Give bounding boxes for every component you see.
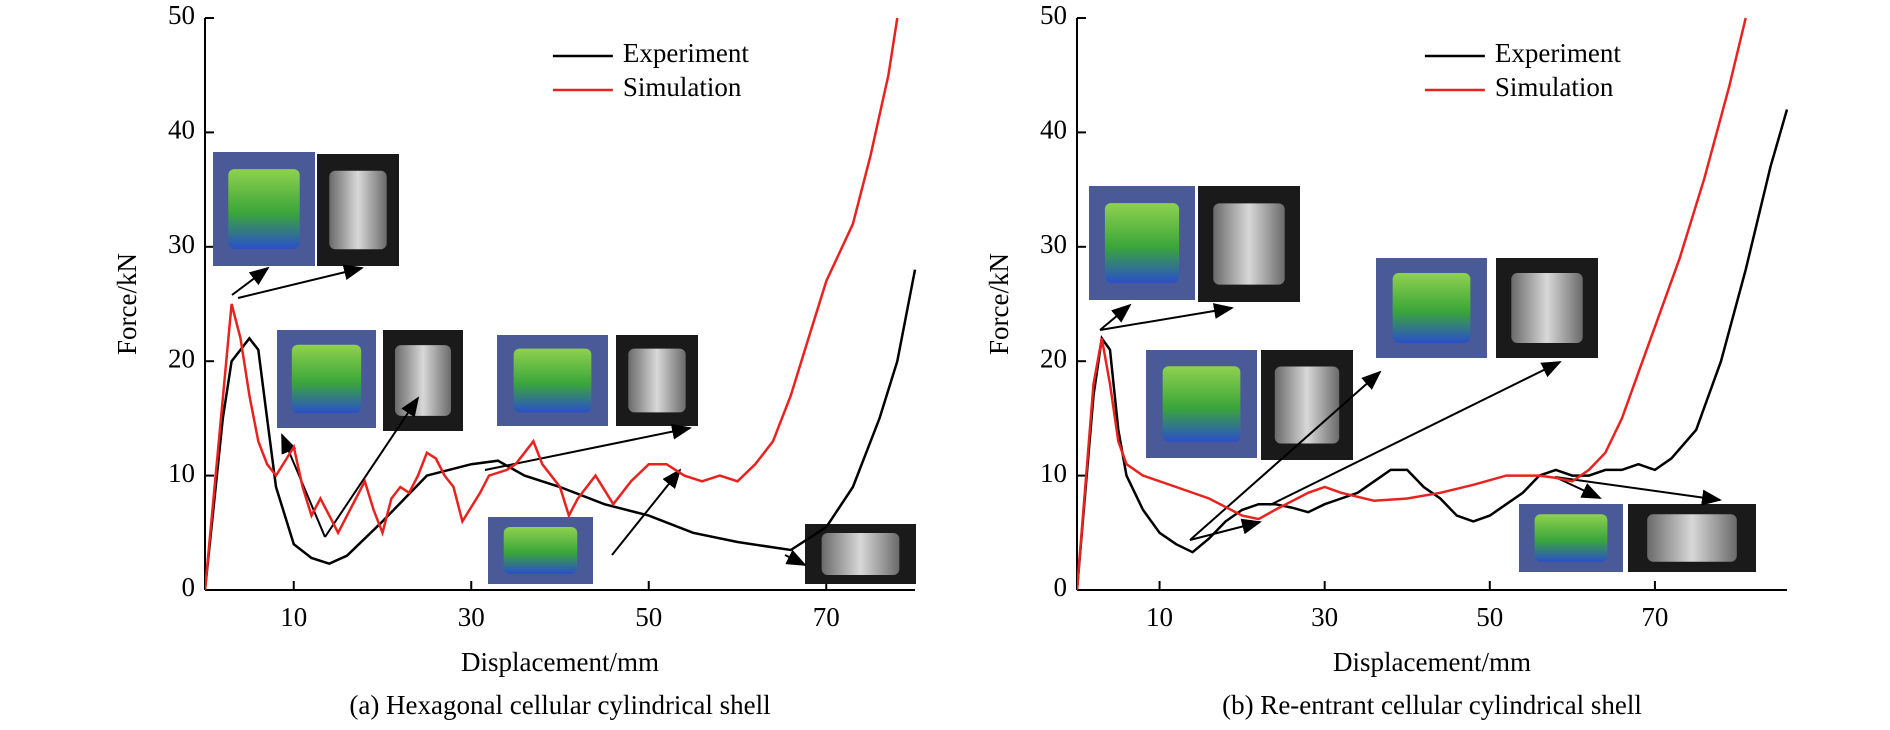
inset-specimen bbox=[628, 348, 686, 413]
x-axis-label: Displacement/mm bbox=[1333, 647, 1531, 677]
inset-specimen bbox=[291, 344, 362, 414]
x-tick-label: 50 bbox=[1476, 602, 1503, 632]
y-tick-label: 30 bbox=[1040, 229, 1067, 259]
inset-specimen bbox=[228, 169, 300, 249]
caption: (a) Hexagonal cellular cylindrical shell bbox=[349, 690, 770, 720]
y-tick-label: 50 bbox=[168, 0, 195, 30]
inset-specimen bbox=[329, 170, 387, 250]
y-tick-label: 30 bbox=[168, 229, 195, 259]
y-axis-label: Force/kN bbox=[112, 253, 142, 355]
x-tick-label: 70 bbox=[1641, 602, 1668, 632]
inset-specimen bbox=[1274, 366, 1340, 444]
arrow bbox=[1269, 361, 1562, 506]
legend-label: Experiment bbox=[1495, 38, 1621, 68]
y-tick-label: 40 bbox=[168, 115, 195, 145]
data-line bbox=[1077, 17, 1747, 590]
legend-label: Experiment bbox=[623, 38, 749, 68]
x-tick-label: 70 bbox=[813, 602, 840, 632]
y-tick-label: 10 bbox=[1040, 458, 1067, 488]
y-tick-label: 40 bbox=[1040, 115, 1067, 145]
arrow bbox=[237, 264, 364, 299]
arrow bbox=[484, 423, 692, 471]
inset-specimen bbox=[821, 533, 900, 575]
x-axis-label: Displacement/mm bbox=[461, 647, 659, 677]
arrow bbox=[784, 549, 807, 566]
arrow bbox=[1099, 303, 1132, 331]
inset-specimen bbox=[513, 348, 592, 413]
chart-panel: 0 10 20 30 40 50 10 30 50 70 Displacement/mm Force/… bbox=[112, 0, 917, 720]
x-tick-label: 10 bbox=[1146, 602, 1173, 632]
inset-specimen bbox=[503, 527, 578, 574]
data-line bbox=[205, 17, 899, 590]
legend-label: Simulation bbox=[1495, 72, 1614, 102]
y-axis-label: Force/kN bbox=[984, 253, 1014, 355]
inset-specimen bbox=[1511, 273, 1583, 343]
arrow bbox=[231, 266, 270, 296]
y-tick-label: 10 bbox=[168, 458, 195, 488]
y-tick-label: 50 bbox=[1040, 0, 1067, 30]
inset-specimen bbox=[395, 345, 451, 416]
arrow bbox=[1099, 303, 1234, 331]
legend-label: Simulation bbox=[623, 72, 742, 102]
x-tick-label: 30 bbox=[1311, 602, 1338, 632]
arrow bbox=[324, 396, 420, 538]
inset-specimen bbox=[1213, 203, 1285, 285]
y-tick-label: 0 bbox=[182, 572, 196, 602]
chart-panel: 0 10 20 30 40 50 10 30 50 70 Displacement/mm Force/… bbox=[984, 0, 1789, 720]
arrow bbox=[611, 468, 682, 556]
y-tick-label: 20 bbox=[1040, 343, 1067, 373]
y-tick-label: 0 bbox=[1054, 572, 1068, 602]
arrow bbox=[1189, 518, 1262, 541]
x-tick-label: 30 bbox=[458, 602, 485, 632]
arrow bbox=[1554, 476, 1722, 506]
inset-specimen bbox=[1104, 203, 1180, 283]
y-tick-label: 20 bbox=[168, 343, 195, 373]
arrow bbox=[1189, 370, 1382, 541]
inset-specimen bbox=[1162, 366, 1241, 442]
caption: (b) Re-entrant cellular cylindrical shel… bbox=[1222, 690, 1642, 720]
x-tick-label: 50 bbox=[635, 602, 662, 632]
inset-specimen bbox=[1647, 514, 1737, 562]
x-tick-label: 10 bbox=[280, 602, 307, 632]
data-line bbox=[205, 269, 917, 590]
inset-specimen bbox=[1392, 273, 1471, 343]
inset-specimen bbox=[1534, 514, 1608, 562]
data-line bbox=[1077, 109, 1789, 590]
